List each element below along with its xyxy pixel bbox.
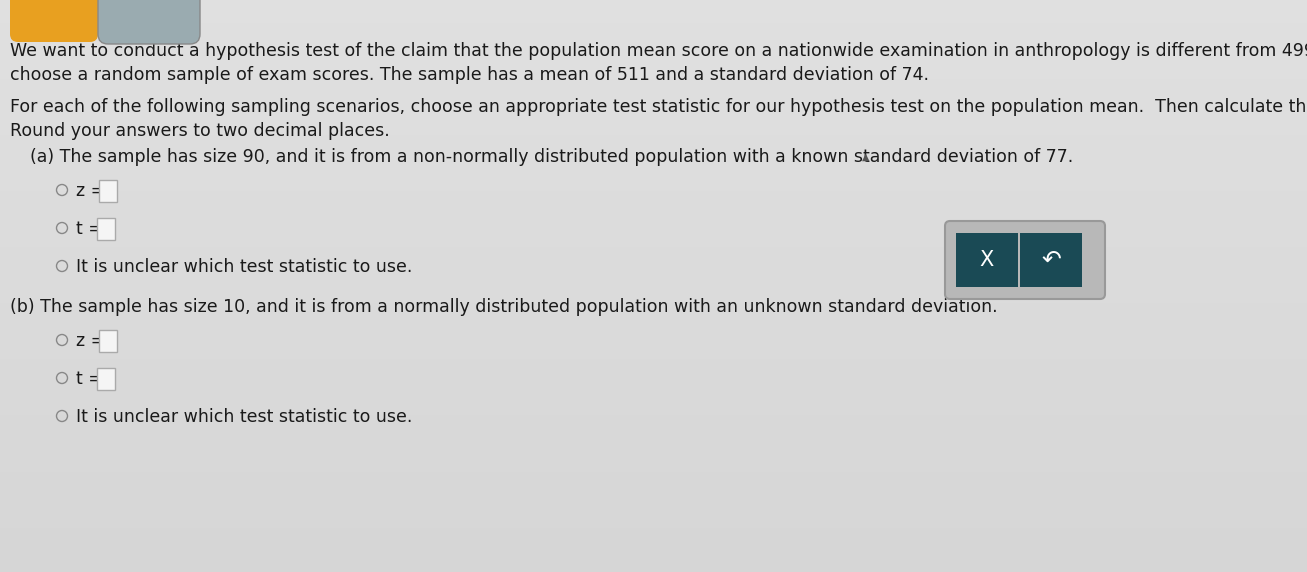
FancyBboxPatch shape [97,368,115,390]
Text: X: X [980,250,995,270]
FancyBboxPatch shape [97,218,115,240]
FancyBboxPatch shape [955,233,1018,287]
Text: t =: t = [76,220,103,238]
FancyBboxPatch shape [99,330,118,352]
Text: (b) The sample has size 10, and it is from a normally distributed population wit: (b) The sample has size 10, and it is fr… [10,298,997,316]
Text: Round your answers to two decimal places.: Round your answers to two decimal places… [10,122,389,140]
FancyBboxPatch shape [99,180,118,202]
Text: For each of the following sampling scenarios, choose an appropriate test statist: For each of the following sampling scena… [10,98,1307,116]
Text: t =: t = [76,370,103,388]
FancyBboxPatch shape [10,0,98,42]
Text: ▲: ▲ [863,152,869,162]
Text: It is unclear which test statistic to use.: It is unclear which test statistic to us… [76,408,413,426]
FancyBboxPatch shape [98,0,200,44]
Text: We want to conduct a hypothesis test of the claim that the population mean score: We want to conduct a hypothesis test of … [10,42,1307,60]
Text: (a) The sample has size 90, and it is from a non-normally distributed population: (a) The sample has size 90, and it is fr… [30,148,1073,166]
Text: choose a random sample of exam scores. The sample has a mean of 511 and a standa: choose a random sample of exam scores. T… [10,66,929,84]
FancyBboxPatch shape [945,221,1104,299]
Text: z =: z = [76,182,106,200]
Text: z =: z = [76,332,106,350]
Text: It is unclear which test statistic to use.: It is unclear which test statistic to us… [76,258,413,276]
Text: ↶: ↶ [1042,248,1061,272]
FancyBboxPatch shape [1019,233,1082,287]
